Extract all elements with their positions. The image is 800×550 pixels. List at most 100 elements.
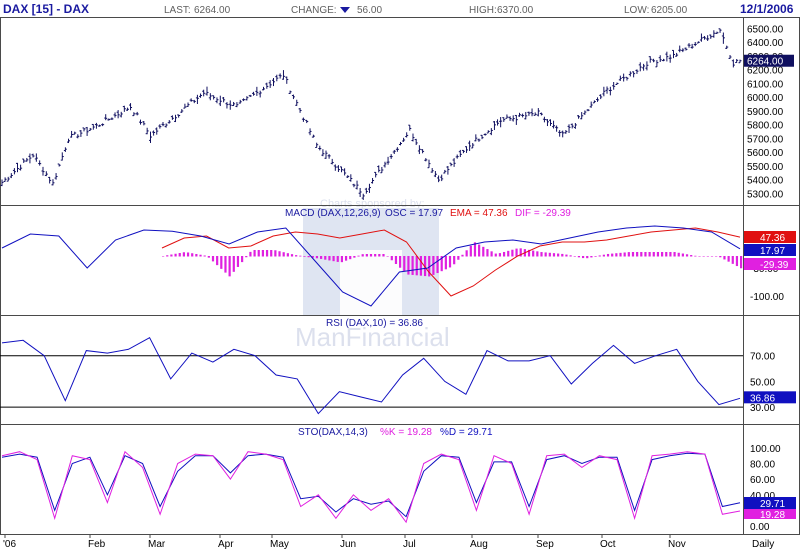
macd-histogram-bar — [681, 253, 684, 257]
x-tick-label: Feb — [88, 539, 106, 550]
macd-histogram-bar — [735, 256, 739, 267]
macd-histogram-bar — [199, 254, 202, 257]
macd-histogram-bar — [307, 256, 310, 258]
sto-y-tick-label: 40.00 — [750, 491, 775, 502]
macd-histogram-bar — [423, 256, 427, 277]
macd-histogram-bar — [162, 256, 165, 257]
macd-histogram-bar — [573, 256, 576, 257]
macd-histogram-bar — [557, 253, 560, 257]
macd-histogram-bar — [627, 252, 630, 257]
macd-histogram-bar — [515, 248, 518, 257]
macd-histogram-bar — [211, 256, 215, 262]
macd-histogram-bar — [727, 256, 730, 262]
macd-histogram-bar — [482, 246, 485, 257]
macd-osc-line — [1, 225, 741, 307]
macd-histogram-bar — [203, 255, 206, 257]
macd-histogram-bar — [170, 254, 173, 257]
sto-d-value-box — [744, 497, 796, 509]
macd-histogram-bar — [390, 256, 393, 261]
price-y-tick-label: 6000.00 — [747, 93, 784, 104]
macd-ema-line — [161, 227, 741, 297]
price-last-value-label: 6264.00 — [747, 57, 784, 68]
x-tick-label: Aug — [470, 539, 488, 550]
x-tick-label: Jun — [340, 539, 356, 550]
macd-histogram-bar — [365, 254, 368, 257]
high-label: HIGH: — [469, 5, 497, 16]
rsi-y-tick-label: 70.00 — [750, 352, 775, 363]
macd-histogram-bar — [378, 254, 381, 257]
macd-histogram-bar — [665, 252, 668, 257]
macd-histogram-bar — [569, 255, 572, 257]
header-date: 12/1/2006 — [740, 2, 794, 16]
macd-histogram-bar — [282, 252, 285, 257]
sto-y-tick-label: 80.00 — [750, 459, 775, 470]
macd-histogram-bar — [440, 256, 443, 272]
x-tick-label: May — [270, 539, 289, 550]
macd-histogram-bar — [407, 256, 410, 275]
macd-histogram-bar — [532, 250, 535, 257]
macd-histogram-bar — [615, 253, 618, 257]
macd-histogram-bar — [586, 256, 589, 259]
high-value: 6370.00 — [497, 5, 534, 16]
macd-histogram-bar — [241, 256, 244, 263]
macd-value-box — [744, 244, 796, 256]
sto-d-line — [1, 452, 741, 518]
last-label: LAST: — [164, 5, 191, 16]
sto-panel-frame — [0, 424, 800, 535]
macd-histogram-bar — [465, 250, 468, 257]
macd-histogram-bar — [498, 253, 502, 257]
macd-histogram-bar — [444, 256, 447, 270]
macd-histogram-bar — [303, 256, 306, 257]
macd-histogram-bar — [619, 252, 622, 257]
watermark-logo-notch — [340, 250, 402, 316]
macd-value-label: -29.39 — [760, 260, 789, 271]
macd-histogram-bar — [186, 252, 190, 257]
price-last-value-box — [744, 54, 794, 67]
sto-d-legend: %D = 29.71 — [440, 427, 493, 438]
macd-histogram-bar — [207, 256, 210, 258]
macd-value-box — [744, 258, 796, 270]
macd-histogram-bar — [561, 253, 564, 257]
macd-histogram-bar — [648, 252, 651, 257]
macd-histogram-bar — [652, 252, 655, 257]
macd-histogram-bar — [182, 252, 185, 257]
rsi-title: RSI (DAX,10) = 36.86 — [326, 318, 423, 329]
price-y-tick-label: 5600.00 — [747, 148, 784, 159]
macd-histogram-bar — [357, 255, 360, 257]
macd-histogram-bar — [382, 254, 385, 257]
rsi-value-box — [744, 391, 796, 404]
macd-histogram-bar — [216, 256, 219, 266]
x-tick-label: Oct — [600, 539, 616, 550]
macd-histogram-bar — [270, 250, 273, 257]
x-tick-label: Nov — [668, 539, 686, 550]
x-tick-label: Mar — [148, 539, 166, 550]
macd-histogram-bar — [340, 256, 344, 263]
change-label: CHANGE: — [291, 5, 337, 16]
macd-histogram-bar — [640, 252, 643, 257]
macd-histogram-bar — [461, 254, 464, 257]
sto-y-tick-label: 60.00 — [750, 475, 775, 486]
macd-histogram-bar — [315, 256, 319, 259]
macd-histogram-bar — [698, 256, 701, 257]
macd-histogram-bar — [349, 256, 352, 260]
rsi-line — [1, 337, 741, 415]
macd-histogram-bar — [265, 250, 269, 257]
macd-histogram-bar — [490, 251, 493, 257]
macd-histogram-bar — [290, 254, 294, 257]
macd-histogram-bar — [636, 252, 639, 257]
macd-histogram-bar — [611, 253, 614, 257]
price-plot: 6500.006400.006300.006200.006100.006000.… — [0, 24, 794, 200]
change-down-arrow-icon — [340, 7, 350, 13]
price-y-tick-label: 5800.00 — [747, 121, 784, 132]
price-y-tick-label: 5500.00 — [747, 162, 784, 173]
sto-title: STO(DAX,14,3) — [298, 427, 368, 438]
macd-histogram-bar — [295, 255, 298, 257]
macd-osc-legend: OSC = 17.97 — [385, 208, 444, 219]
sto-y-tick-label: 100.00 — [750, 444, 781, 455]
macd-histogram-bar — [656, 252, 660, 257]
macd-histogram-bar — [494, 253, 497, 257]
macd-histogram-bar — [690, 255, 693, 257]
macd-histogram-bar — [598, 255, 601, 257]
macd-histogram-bar — [719, 256, 722, 258]
